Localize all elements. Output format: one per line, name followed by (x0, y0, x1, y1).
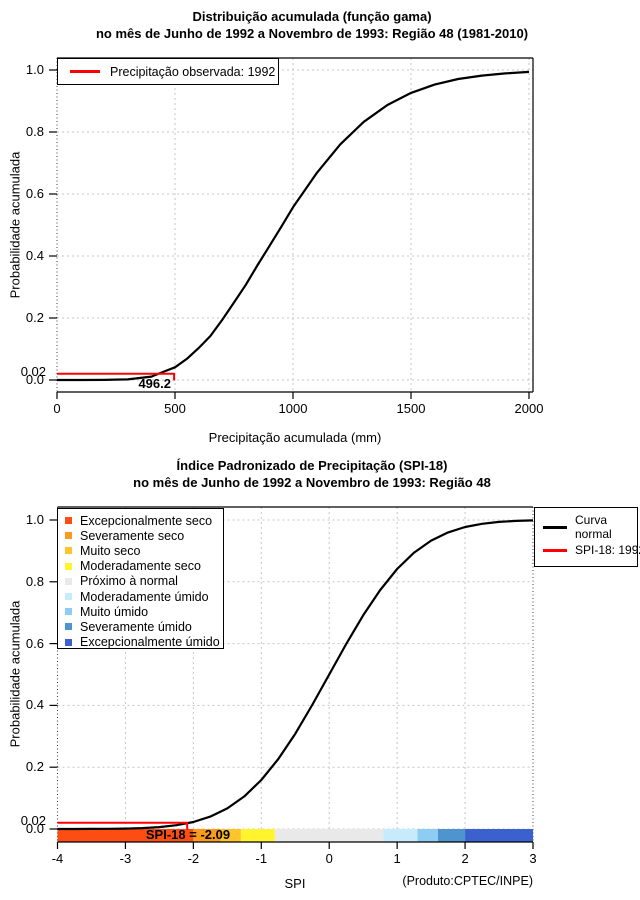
category-label: Moderadamente úmido (80, 589, 209, 604)
category-color-swatch-icon (65, 608, 72, 616)
chart2-observed-line (57, 821, 189, 830)
legend-category-row: Severamente seco (65, 528, 223, 543)
chart1-y-tick-0.6: 0.6 (25, 186, 44, 201)
chart1-y-tick-0.4: 0.4 (25, 248, 44, 263)
chart1-legend: Precipitação observada: 1992 (57, 58, 279, 85)
chart2-x-axis-label: SPI (284, 876, 306, 891)
chart2-x-tick-2: 2 (461, 851, 469, 866)
chart2-x-tick--1: -1 (255, 851, 268, 866)
category-label: Excepcionalmente úmido (80, 635, 220, 650)
spi-bar-segment (437, 829, 466, 842)
chart1-observed-prob-label: 0.02 (20, 364, 46, 379)
chart1-x-tick-0: 0 (53, 401, 61, 416)
category-color-swatch-icon (65, 623, 72, 631)
chart1-y-tick-0.2: 0.2 (25, 310, 44, 325)
legend-category-row: Excepcionalmente seco (65, 513, 223, 528)
category-color-swatch-icon (65, 517, 72, 525)
spi-bar-segment (220, 829, 241, 842)
chart2-category-legend: Excepcionalmente seco Severamente seco Mui… (57, 508, 224, 649)
category-label: Moderadamente seco (80, 559, 201, 574)
category-color-swatch-icon (65, 593, 72, 601)
category-color-swatch-icon (65, 547, 72, 555)
chart1-subtitle: no mês de Junho de 1992 a Novembro de 19… (95, 26, 529, 41)
legend-black-line-icon (543, 525, 567, 529)
chart2-title: Índice Padronizado de Precipitação (SPI-… (176, 458, 448, 473)
chart2-observed-value: SPI-18 = -2.09 (145, 827, 231, 842)
chart1-x-axis-label: Precipitação acumulada (mm) (208, 430, 382, 445)
legend-category-row: Muito seco (65, 543, 223, 558)
legend-row-spi: SPI-18: 1992 (543, 543, 640, 557)
chart1-x-tick-500: 500 (164, 401, 186, 416)
legend-normal-curve-label: Curva normal (575, 513, 612, 541)
spi-bar-segment (465, 829, 533, 842)
spi-bar-segment (193, 829, 221, 842)
chart2-y-tick-0.6: 0.6 (25, 635, 44, 651)
chart1-curve (57, 70, 530, 382)
chart1-legend-label: Precipitação observada: 1992 (110, 64, 276, 79)
legend-category-row: Muito úmido (65, 604, 223, 619)
legend-category-row: Moderadamente úmido (65, 589, 223, 604)
chart2-x-tick-0: 0 (325, 851, 333, 866)
category-color-swatch-icon (65, 562, 72, 570)
chart2-y-tick-0.8: 0.8 (25, 573, 44, 589)
chart1-y-tick-1.0: 1.0 (25, 62, 44, 77)
chart1-y-axis-label: Probabilidade acumulada (7, 151, 23, 299)
product-credit: (Produto:CPTEC/INPE) (402, 874, 533, 888)
category-color-swatch-icon (65, 577, 72, 585)
chart2-curve (57, 519, 534, 831)
category-color-swatch-icon (65, 638, 72, 646)
chart1-observed-value: 496.2 (138, 376, 171, 391)
category-label: Próximo à normal (80, 574, 178, 589)
chart1-x-tick-1500: 1500 (396, 401, 426, 416)
spi-bar-segment (417, 829, 438, 842)
legend-spi-label: SPI-18: 1992 (575, 543, 640, 557)
chart1-observed-line (57, 372, 176, 381)
legend-red-line-icon (543, 548, 567, 552)
legend-category-row: Próximo à normal (65, 574, 223, 589)
chart2-line-legend: Curva normal SPI-18: 1992 (534, 507, 640, 567)
chart2-y-tick-0.0: 0.0 (25, 821, 44, 836)
chart2-y-tick-0.4: 0.4 (25, 697, 44, 713)
spi-bar-segment (240, 829, 275, 842)
spi-bar-segment (383, 829, 418, 842)
spi-bar-segment (57, 829, 194, 842)
legend-red-line-icon (70, 70, 100, 73)
category-color-swatch-icon (65, 532, 72, 540)
chart2-x-tick--2: -2 (187, 851, 200, 866)
chart2-x-tick-3: 3 (529, 851, 537, 866)
chart2-y-tick-0.2: 0.2 (25, 759, 44, 775)
category-label: Severamente seco (80, 528, 185, 543)
legend-category-row: Moderadamente seco (65, 559, 223, 574)
chart2-observed-prob-label: 0.02 (20, 813, 46, 828)
chart1-title: Distribuição acumulada (função gama) (192, 9, 432, 24)
category-label: Muito seco (80, 543, 141, 558)
chart1-y-tick-0.8: 0.8 (25, 124, 44, 139)
chart2-y-tick-1.0: 1.0 (25, 512, 44, 527)
legend-category-row: Severamente úmido (65, 619, 223, 634)
chart1-x-tick-1000: 1000 (278, 401, 308, 416)
chart1-x-tick-2000: 2000 (514, 401, 544, 416)
chart2-x-tick--3: -3 (119, 851, 132, 866)
category-label: Severamente úmido (80, 619, 192, 634)
category-label: Muito úmido (80, 604, 149, 619)
legend-row-normal-curve: Curva normal (543, 513, 635, 541)
chart2-subtitle: no mês de Junho de 1992 a Novembro de 19… (133, 475, 491, 490)
spi-bar-segment (274, 829, 384, 842)
chart2-y-axis-label: Probabilidade acumulada (7, 600, 23, 748)
chart2-x-tick-1: 1 (393, 851, 401, 866)
chart2-x-tick--4: -4 (51, 851, 64, 866)
category-label: Excepcionalmente seco (80, 513, 213, 528)
legend-category-row: Excepcionalmente úmido (65, 635, 223, 650)
chart1-y-tick-0.0: 0.0 (25, 372, 44, 387)
